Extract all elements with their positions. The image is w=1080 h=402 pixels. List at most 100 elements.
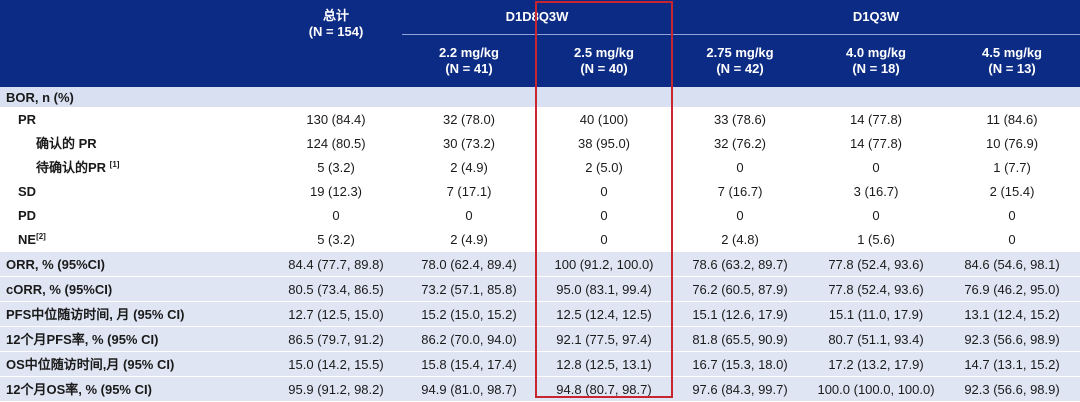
metric-row: OS中位随访时间,月 (95% CI) 15.0 (14.2, 15.5) 15.8…	[0, 351, 1080, 377]
header-dose: 4.0 mg/kg	[846, 45, 906, 60]
header-regimen-d1q3w: D1Q3W	[672, 0, 1080, 35]
header-dose-n: (N = 18)	[852, 61, 900, 76]
table-cell: 0	[536, 227, 673, 252]
table-row: SD 19 (12.3) 7 (17.1) 0 7 (16.7) 3 (16.7) 2 (1…	[0, 179, 1080, 203]
table-cell: 5 (3.2)	[270, 227, 402, 252]
row-label: 待确认的PR [1]	[0, 155, 270, 179]
row-label: PR	[0, 107, 270, 131]
header-dose-n: (N = 41)	[445, 61, 493, 76]
table-cell: 11 (84.6)	[944, 107, 1080, 131]
table-cell: 92.3 (56.6, 98.9)	[944, 376, 1080, 402]
header-total-label: 总计	[322, 8, 349, 23]
table-cell: 30 (73.2)	[402, 131, 536, 155]
table-cell: 2 (4.8)	[672, 227, 809, 252]
metric-label: PFS中位随访时间, 月 (95% CI)	[0, 301, 270, 327]
table-cell: 38 (95.0)	[536, 131, 673, 155]
header-dose-n: (N = 13)	[988, 61, 1036, 76]
metric-row: PFS中位随访时间, 月 (95% CI) 12.7 (12.5, 15.0) 15…	[0, 301, 1080, 327]
table-cell: 77.8 (52.4, 93.6)	[808, 276, 945, 302]
metric-label: cORR, % (95%CI)	[0, 276, 270, 302]
table-cell: 100 (91.2, 100.0)	[536, 251, 673, 277]
table-cell: 94.9 (81.0, 98.7)	[402, 376, 536, 402]
table-cell: 2 (15.4)	[944, 179, 1080, 203]
header-dose-cell: 2.5 mg/kg (N = 40)	[536, 34, 673, 87]
table-cell: 15.0 (14.2, 15.5)	[270, 351, 402, 377]
row-label-text: SD	[18, 183, 37, 199]
table-cell: 33 (78.6)	[672, 107, 809, 131]
header-dose-cell: 2.75 mg/kg (N = 42)	[672, 34, 809, 87]
header-total: 总计 (N = 154)	[270, 0, 402, 87]
header-dose-cell: 4.0 mg/kg (N = 18)	[808, 34, 945, 87]
table-cell: 15.1 (11.0, 17.9)	[808, 301, 945, 327]
table-cell: 86.5 (79.7, 91.2)	[270, 326, 402, 352]
header-dose-n: (N = 40)	[580, 61, 628, 76]
table-cell: 14 (77.8)	[808, 131, 945, 155]
table-cell: 81.8 (65.5, 90.9)	[672, 326, 809, 352]
footnote-ref: [2]	[36, 231, 46, 241]
table-cell: 2 (5.0)	[536, 155, 673, 179]
table-cell: 80.7 (51.1, 93.4)	[808, 326, 945, 352]
table-cell: 0	[270, 203, 402, 227]
table-cell: 95.0 (83.1, 99.4)	[536, 276, 673, 302]
metric-row: ORR, % (95%CI) 84.4 (77.7, 89.8) 78.0 (62.…	[0, 251, 1080, 277]
table-cell: 84.6 (54.6, 98.1)	[944, 251, 1080, 277]
table-cell: 10 (76.9)	[944, 131, 1080, 155]
table-cell: 95.9 (91.2, 98.2)	[270, 376, 402, 402]
table-cell: 5 (3.2)	[270, 155, 402, 179]
table-cell: 2 (4.9)	[402, 155, 536, 179]
table-cell: 14 (77.8)	[808, 107, 945, 131]
table-cell: 32 (76.2)	[672, 131, 809, 155]
header-empty-cell	[0, 0, 270, 87]
metric-label: 12个月PFS率, % (95% CI)	[0, 326, 270, 352]
table-cell: 0	[944, 227, 1080, 252]
row-label-text: NE	[18, 231, 37, 247]
row-label: PD	[0, 203, 270, 227]
table-cell: 12.8 (12.5, 13.1)	[536, 351, 673, 377]
table-cell: 19 (12.3)	[270, 179, 402, 203]
table-cell: 12.5 (12.4, 12.5)	[536, 301, 673, 327]
metric-label: OS中位随访时间,月 (95% CI)	[0, 351, 270, 377]
table-cell: 32 (78.0)	[402, 107, 536, 131]
header-dose: 2.75 mg/kg	[706, 45, 774, 60]
header-dose-cell: 2.2 mg/kg (N = 41)	[402, 34, 536, 87]
table-cell: 0	[944, 203, 1080, 227]
footnote-ref: [1]	[109, 159, 120, 169]
table-cell: 97.6 (84.3, 99.7)	[672, 376, 809, 402]
table-body: BOR, n (%) PR 130 (84.4) 32 (78.0) 40 (100)…	[0, 87, 1080, 402]
table-cell: 0	[536, 179, 673, 203]
table-header: 总计 (N = 154) D1D8Q3W D1Q3W 2.2 mg/kg (N =…	[0, 0, 1080, 87]
table-cell: 78.0 (62.4, 89.4)	[402, 251, 536, 277]
table-cell: 14.7 (13.1, 15.2)	[944, 351, 1080, 377]
table-row: PD 0 0 0 0 0 0	[0, 203, 1080, 227]
row-label: SD	[0, 179, 270, 203]
table-cell: 86.2 (70.0, 94.0)	[402, 326, 536, 352]
header-dose: 2.5 mg/kg	[574, 45, 634, 60]
table-cell: 0	[808, 155, 945, 179]
table-cell: 77.8 (52.4, 93.6)	[808, 251, 945, 277]
table-cell: 76.2 (60.5, 87.9)	[672, 276, 809, 302]
table-cell: 17.2 (13.2, 17.9)	[808, 351, 945, 377]
table-cell: 2 (4.9)	[402, 227, 536, 252]
table-cell: 76.9 (46.2, 95.0)	[944, 276, 1080, 302]
table-cell: 7 (16.7)	[672, 179, 809, 203]
table-cell: 40 (100)	[536, 107, 673, 131]
table-cell: 15.8 (15.4, 17.4)	[402, 351, 536, 377]
row-label: NE[2]	[0, 227, 270, 252]
row-label-text: 确认的 PR	[36, 135, 97, 151]
table-cell: 0	[536, 203, 673, 227]
table-cell: 0	[672, 155, 809, 179]
section-label: BOR, n (%)	[0, 87, 270, 107]
metric-row: 12个月PFS率, % (95% CI) 86.5 (79.7, 91.2) 86.…	[0, 326, 1080, 352]
table-row: PR 130 (84.4) 32 (78.0) 40 (100) 33 (78.6) 14…	[0, 107, 1080, 131]
header-dose-n: (N = 42)	[716, 61, 764, 76]
header-regimen-d1d8q3w: D1D8Q3W	[402, 0, 673, 35]
metric-label: 12个月OS率, % (95% CI)	[0, 376, 270, 402]
header-total-n: (N = 154)	[308, 24, 364, 39]
table-cell: 84.4 (77.7, 89.8)	[270, 251, 402, 277]
metric-row: 12个月OS率, % (95% CI) 95.9 (91.2, 98.2) 94.9…	[0, 376, 1080, 402]
table-row: 待确认的PR [1] 5 (3.2) 2 (4.9) 2 (5.0) 0 0 1 (7.7)	[0, 155, 1080, 179]
table-row: NE[2] 5 (3.2) 2 (4.9) 0 2 (4.8) 1 (5.6) 0	[0, 227, 1080, 252]
table-cell: 78.6 (63.2, 89.7)	[672, 251, 809, 277]
table-cell: 80.5 (73.4, 86.5)	[270, 276, 402, 302]
